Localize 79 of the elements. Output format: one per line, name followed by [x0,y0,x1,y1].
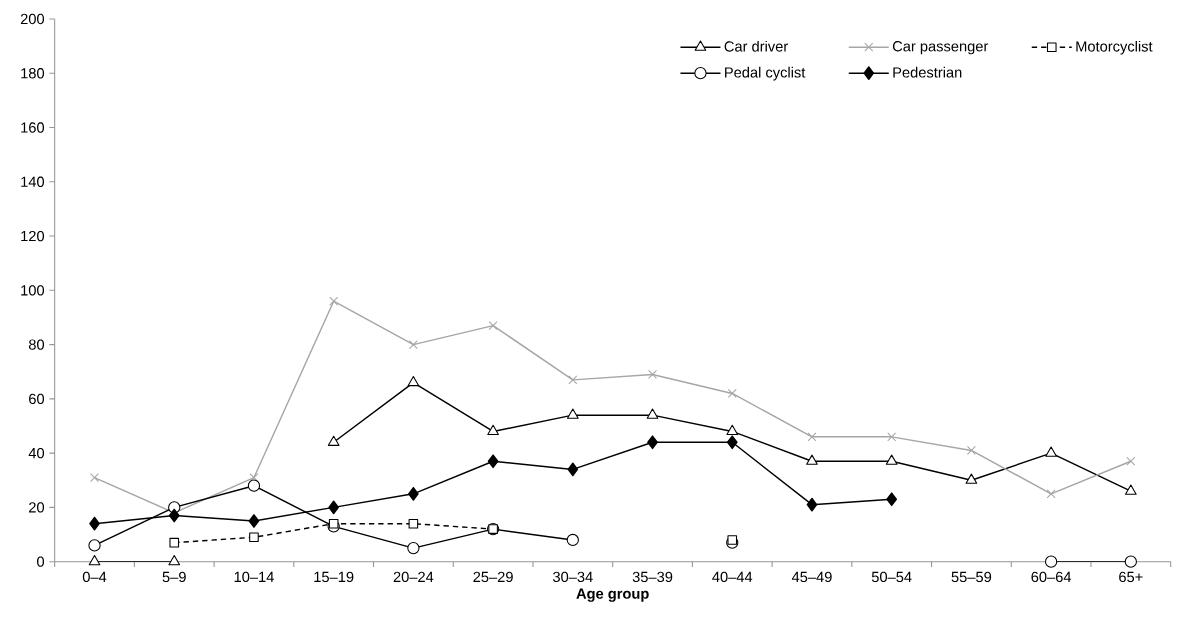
point [328,518,339,529]
point [727,388,737,398]
point [487,454,499,469]
point [887,432,897,442]
y-tick-label: 40 [28,447,45,459]
point [249,532,259,543]
x-axis-title: Age group [576,588,649,602]
point [248,514,260,528]
y-tick-label: 160 [21,122,45,133]
point [726,424,739,436]
point [727,535,738,545]
point [408,518,419,529]
point [965,473,978,484]
point [567,462,579,477]
x-tick-label: 40–44 [712,571,753,583]
point [1124,555,1137,568]
point [646,408,659,419]
x-tick-label: 65+ [1119,571,1143,583]
legend-label: Pedal cyclist [725,66,806,81]
point [408,486,419,501]
x-tick-label: 0–4 [82,571,107,583]
point [327,435,340,446]
y-tick-label: 80 [28,339,45,350]
x-tick-label: 15–19 [314,571,354,583]
point [566,533,579,547]
y-tick-label: 120 [21,230,45,242]
x-tick-label: 10–14 [234,571,274,583]
point [648,369,658,379]
x-tick-label: 50–54 [871,571,912,583]
point [407,541,420,555]
point [568,375,578,385]
y-tick-label: 60 [29,393,45,405]
point [407,375,420,387]
point [966,445,976,455]
y-tick-label: 100 [21,285,45,296]
x-tick-label: 45–49 [791,571,832,583]
y-tick-label: 20 [29,502,45,513]
legend-label: Car passenger [892,41,989,55]
x-tick-label: 5–9 [162,571,186,583]
point [249,473,259,483]
point [885,454,898,465]
point [807,432,817,442]
point [1124,484,1137,495]
y-tick-label: 0 [37,556,45,567]
y-tick-label: 140 [21,176,45,187]
x-tick-label: 35–39 [632,571,673,583]
point [169,537,180,548]
point [1126,456,1136,466]
point [1044,555,1058,568]
legend-label: Pedestrian [893,66,962,78]
point [88,539,101,552]
point [408,340,418,350]
x-tick-label: 30–34 [552,571,593,583]
point [726,435,738,450]
point [168,508,180,523]
point [328,500,340,515]
y-tick-label: 180 [21,68,45,79]
legend-label: Motorcyclist [1076,40,1153,55]
point [566,408,579,419]
x-tick-label: 60–64 [1031,571,1072,583]
x-tick-label: 55–59 [951,571,992,583]
y-tick-label: 200 [20,13,45,25]
point [1046,489,1056,499]
point [247,479,261,492]
point [487,424,499,436]
point [1045,446,1057,457]
x-tick-label: 20–24 [393,571,434,583]
point [168,554,181,566]
point [329,296,339,306]
point [806,454,818,465]
point [88,554,101,566]
point [647,435,658,450]
x-tick-label: 25–29 [473,571,513,583]
legend-label: Car driver [724,40,788,52]
point [488,321,498,331]
point [89,516,100,531]
point [806,497,818,512]
point [90,473,100,483]
point [886,492,898,507]
